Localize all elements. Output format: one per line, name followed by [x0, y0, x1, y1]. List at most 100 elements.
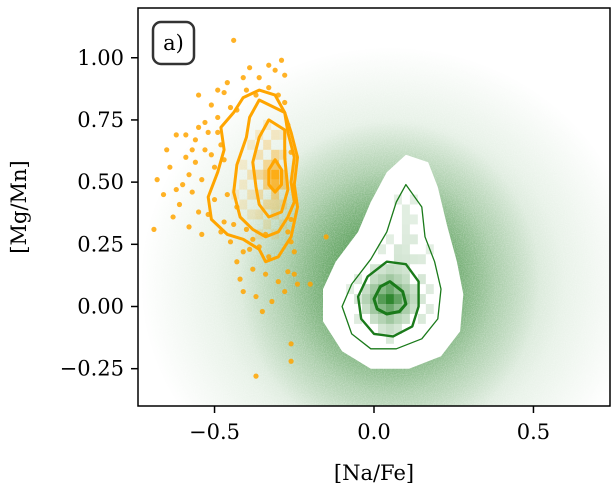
- orange-point: [195, 209, 202, 215]
- green-histogram-cell: [401, 254, 410, 265]
- orange-point: [208, 152, 214, 158]
- green-histogram-cell: [385, 304, 394, 314]
- orange-histogram-cell: [271, 149, 280, 160]
- green-contour: [341, 183, 442, 350]
- green-histogram-cell: [393, 264, 402, 275]
- orange-point: [266, 62, 272, 68]
- orange-point: [202, 147, 208, 153]
- orange-histogram-cell: [279, 179, 288, 190]
- orange-point: [208, 102, 214, 108]
- green-histogram-cell: [385, 294, 394, 305]
- orange-point: [247, 65, 253, 71]
- orange-histogram-cell: [271, 189, 280, 200]
- green-histogram-cell: [409, 304, 418, 314]
- green-histogram-cell: [393, 274, 402, 285]
- orange-histogram-cell: [247, 139, 256, 150]
- orange-point: [227, 239, 234, 245]
- orange-point: [285, 229, 291, 235]
- orange-point: [189, 147, 195, 153]
- orange-point: [291, 271, 297, 277]
- y-tick-label: 0.25: [77, 232, 124, 256]
- green-histogram-cell: [401, 304, 410, 314]
- green-histogram-cell: [370, 274, 378, 285]
- orange-histogram-cell: [271, 179, 280, 190]
- orange-point: [256, 75, 262, 81]
- orange-histogram-cell: [263, 159, 272, 170]
- x-tick-label: 0.0: [357, 420, 390, 444]
- orange-point: [167, 164, 173, 170]
- green-contour: [356, 260, 420, 338]
- y-tick-label: −0.25: [60, 357, 124, 381]
- green-histogram-cell: [377, 244, 386, 255]
- orange-histogram-cell: [239, 159, 248, 170]
- orange-point: [224, 191, 230, 198]
- green-histogram-cell: [393, 244, 402, 255]
- orange-histogram-cell: [255, 209, 264, 220]
- orange-point: [285, 269, 291, 275]
- green-histogram-cell: [401, 224, 410, 235]
- green-histogram-cell: [409, 294, 418, 305]
- green-histogram-cell: [385, 264, 394, 275]
- orange-point: [224, 80, 230, 86]
- green-histogram-cell: [409, 284, 418, 295]
- orange-point: [221, 89, 227, 96]
- orange-histogram-cell: [263, 179, 272, 190]
- orange-point: [269, 298, 275, 305]
- y-tick-label: 0.50: [77, 170, 124, 194]
- orange-point: [250, 236, 256, 242]
- orange-point: [247, 246, 253, 252]
- green-histogram-cell: [401, 204, 410, 215]
- orange-point: [282, 72, 288, 78]
- orange-point: [199, 177, 205, 183]
- orange-histogram-cell: [255, 149, 264, 160]
- orange-point: [195, 124, 202, 130]
- x-tick-label: −0.5: [189, 420, 240, 444]
- green-histogram-cell: [393, 254, 402, 265]
- orange-point: [199, 231, 205, 237]
- orange-point: [173, 186, 179, 193]
- green-histogram-cell: [377, 323, 386, 334]
- green-histogram-cell: [393, 294, 402, 305]
- green-histogram-cell: [362, 294, 371, 305]
- green-histogram-cell: [385, 274, 394, 285]
- green-histogram-cell: [425, 284, 434, 295]
- orange-point: [272, 67, 278, 73]
- orange-point: [186, 172, 192, 178]
- orange-histogram-cell: [247, 209, 256, 220]
- orange-point: [189, 189, 195, 195]
- plot-area: [138, 8, 610, 406]
- orange-histogram-cell: [279, 169, 288, 180]
- orange-histogram-cell: [247, 189, 256, 200]
- green-histogram-cell: [385, 234, 394, 245]
- orange-point: [211, 164, 218, 170]
- orange-point: [186, 224, 192, 230]
- orange-histogram-cell: [279, 149, 288, 160]
- green-histogram-cell: [417, 294, 426, 305]
- orange-point: [202, 119, 208, 126]
- orange-contour: [206, 88, 299, 264]
- orange-point: [183, 154, 189, 160]
- green-contour: [372, 280, 408, 316]
- orange-point: [259, 308, 265, 315]
- orange-contour: [232, 98, 296, 239]
- orange-point: [253, 293, 259, 300]
- orange-point: [294, 281, 301, 287]
- orange-point: [240, 288, 246, 295]
- orange-histogram-cell: [239, 199, 248, 210]
- orange-contour: [267, 158, 283, 194]
- green-histogram-cell: [417, 313, 426, 324]
- y-axis-label: [Mg/Mn]: [7, 160, 31, 253]
- green-histogram-cell: [377, 313, 386, 324]
- y-tick-labels: −0.25 0.00 0.25 0.50 0.75 1.00: [60, 46, 124, 381]
- orange-point: [291, 249, 297, 255]
- orange-point: [164, 147, 170, 153]
- orange-point: [215, 129, 221, 135]
- orange-histogram-cell: [263, 219, 272, 230]
- orange-histogram-cell: [271, 129, 280, 140]
- green-histogram-cell: [377, 284, 386, 295]
- green-histogram-cell: [385, 313, 394, 324]
- orange-point: [266, 85, 272, 91]
- green-histogram-cell: [417, 274, 426, 285]
- green-histogram-cell: [393, 323, 402, 334]
- green-histogram-cell: [401, 264, 410, 275]
